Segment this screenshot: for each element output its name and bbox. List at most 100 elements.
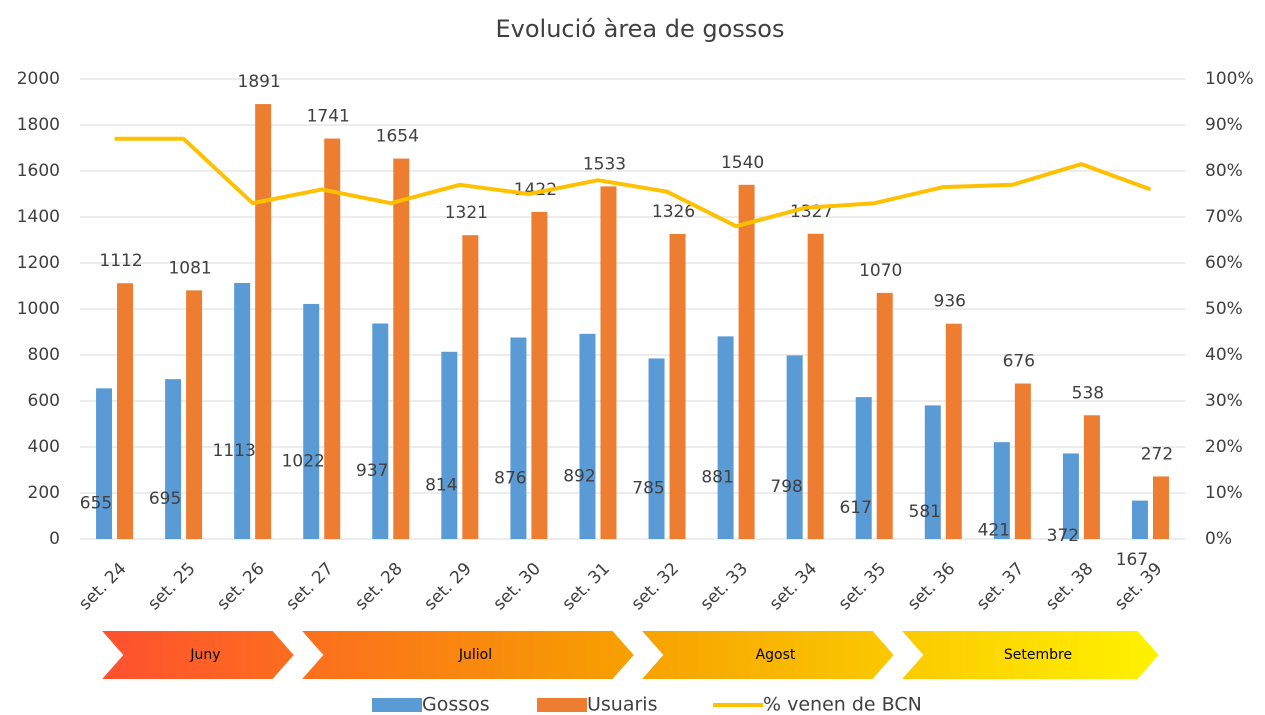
x-tick-label: set. 31 [559, 559, 614, 614]
x-tick-label: set. 29 [420, 559, 475, 614]
x-tick-label: set. 24 [75, 559, 130, 614]
data-label: 421 [978, 521, 1010, 541]
y-tick-label: 600 [28, 391, 60, 411]
y-tick-label: 1200 [17, 253, 60, 273]
data-label: 372 [1047, 526, 1079, 546]
y-tick-label: 1800 [17, 115, 60, 135]
x-tick-label: set. 37 [973, 559, 1028, 614]
x-tick-label: set. 32 [628, 559, 683, 614]
bar [738, 184, 755, 540]
bar [372, 323, 389, 539]
x-tick-label: set. 27 [282, 559, 337, 614]
x-tick-label: set. 34 [766, 559, 821, 614]
bar [165, 379, 182, 539]
data-label: 876 [494, 468, 526, 488]
bar [462, 235, 479, 540]
bar [648, 358, 665, 539]
y2-tick-label: 70% [1205, 207, 1243, 227]
bar [1014, 383, 1031, 539]
y-tick-label: 400 [28, 437, 60, 457]
data-label: 538 [1072, 383, 1104, 403]
bar [531, 211, 548, 539]
period-label: Juliol [458, 647, 492, 663]
x-tick-label: set. 28 [351, 559, 406, 614]
bar [186, 290, 203, 539]
data-label: 814 [425, 475, 457, 495]
period-arrow [97, 629, 297, 681]
y-tick-label: 200 [28, 483, 60, 503]
y2-tick-label: 10% [1205, 483, 1243, 503]
y-tick-label: 0 [49, 529, 60, 549]
bar [669, 234, 686, 539]
data-label: 937 [356, 461, 388, 481]
bar [717, 336, 734, 539]
data-label: 1326 [652, 202, 695, 222]
data-label: 617 [839, 498, 871, 518]
bar [441, 351, 458, 539]
data-label: 581 [909, 502, 941, 522]
y-tick-label: 2000 [17, 69, 60, 89]
x-tick-label: set. 38 [1042, 559, 1097, 614]
y-tick-label: 800 [28, 345, 60, 365]
period-arrow [897, 629, 1162, 681]
data-label: 676 [1003, 352, 1035, 372]
bar [1131, 500, 1148, 539]
period-arrow [297, 629, 637, 681]
data-label: 695 [149, 489, 181, 509]
data-label: 1113 [213, 441, 256, 461]
bar [807, 233, 824, 540]
y-tick-label: 1000 [17, 299, 60, 319]
bar [924, 405, 941, 539]
bar [234, 283, 251, 539]
bar [1083, 415, 1100, 539]
bar [876, 292, 893, 539]
data-label: 881 [701, 468, 733, 488]
y-tick-label: 1400 [17, 207, 60, 227]
y2-tick-label: 0% [1205, 529, 1232, 549]
x-tick-label: set. 30 [489, 559, 544, 614]
bar [945, 323, 962, 539]
bar [993, 442, 1010, 539]
data-label: 1540 [721, 153, 764, 173]
data-label: 1533 [583, 154, 626, 174]
bar [786, 355, 803, 539]
data-label: 892 [563, 466, 595, 486]
data-label: 1654 [376, 127, 419, 147]
period-label: Juny [189, 647, 220, 663]
data-label: 655 [80, 494, 112, 514]
bar [117, 283, 134, 539]
data-label: 1741 [307, 107, 350, 127]
period-arrow [637, 629, 897, 681]
data-label: 936 [934, 292, 966, 312]
period-label: Setembre [1004, 647, 1072, 663]
legend-label: Usuaris [587, 694, 657, 715]
bar [96, 388, 113, 539]
bar [600, 186, 617, 539]
bar [1062, 453, 1079, 539]
y2-tick-label: 20% [1205, 437, 1243, 457]
y2-tick-label: 50% [1205, 299, 1243, 319]
data-label: 785 [632, 479, 664, 499]
bar [255, 104, 272, 539]
y2-tick-label: 100% [1205, 69, 1254, 89]
bar [579, 333, 596, 539]
chart-title: Evolució àrea de gossos [496, 15, 785, 43]
data-label: 1891 [238, 72, 281, 92]
legend-swatch [372, 698, 422, 712]
bar [393, 158, 410, 539]
bar [1152, 476, 1169, 539]
line-series [114, 136, 1152, 229]
y2-tick-label: 30% [1205, 391, 1243, 411]
data-label: 1022 [282, 451, 325, 471]
period-label: Agost [756, 647, 796, 663]
x-tick-label: set. 33 [697, 559, 752, 614]
data-label: 798 [770, 477, 802, 497]
y2-tick-label: 40% [1205, 345, 1243, 365]
data-label: 1321 [445, 203, 488, 223]
bar [303, 303, 320, 539]
bar [324, 138, 341, 539]
legend-swatch [537, 698, 587, 712]
data-label: 1081 [168, 258, 211, 278]
y2-tick-label: 80% [1205, 161, 1243, 181]
